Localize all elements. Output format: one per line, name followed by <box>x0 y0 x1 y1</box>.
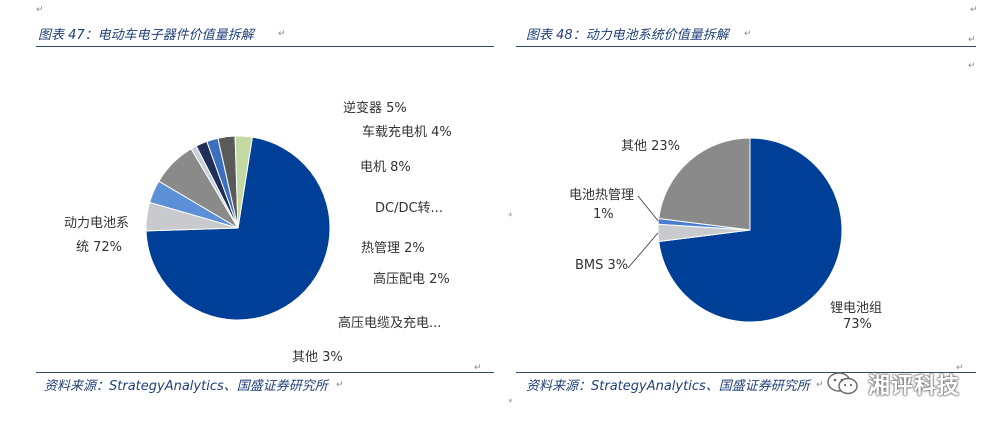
slice-label-inverter: 逆变器 5% <box>343 101 407 116</box>
paragraph-mark: ↵ <box>968 61 976 71</box>
pie-slice-3 <box>658 137 751 231</box>
leader-line-1 <box>627 232 659 269</box>
source-rule <box>516 372 976 373</box>
slice-label-lithium-pack-line1: 锂电池组 <box>830 301 883 316</box>
title-rule <box>36 46 494 47</box>
pie-chart-48 <box>627 137 843 323</box>
slice-label-battery-system-line1: 动力电池系 <box>64 216 130 231</box>
paragraph-mark: ↵ <box>336 380 344 390</box>
slice-label-thermal: 热管理 2% <box>361 241 425 256</box>
anchor-mark: ↵ <box>970 5 978 15</box>
chart-panel-right: 图表 48：动力电池系统价值量拆解 资料来源：StrategyAnalytics… <box>500 0 999 428</box>
slice-label-onboard-charger: 车载充电机 4% <box>362 125 452 140</box>
anchor-mark: ↵ <box>36 5 44 15</box>
figure-title: 图表 48：动力电池系统价值量拆解 <box>526 28 729 43</box>
paragraph-mark: ↵ <box>968 35 976 45</box>
paragraph-mark: ↵ <box>474 363 482 373</box>
slice-label-battery-thermal-line2: 1% <box>593 207 614 222</box>
figure-title: 图表 47：电动车电子器件价值量拆解 <box>38 28 254 43</box>
slice-label-motor: 电机 8% <box>360 160 411 175</box>
paragraph-mark: ↵ <box>278 29 286 39</box>
wechat-icon <box>827 372 858 395</box>
pie-slice-0 <box>145 136 331 321</box>
slice-label-battery-thermal-line1: 电池热管理 <box>569 188 635 203</box>
watermark-text: 湘评科技 <box>868 374 961 399</box>
source-rule <box>36 372 494 373</box>
pie-slice-8 <box>234 135 253 229</box>
chart-panel-left: 图表 47：电动车电子器件价值量拆解 资料来源：StrategyAnalytic… <box>36 5 513 405</box>
paragraph-mark: ↵ <box>816 380 824 390</box>
slice-label-hv-cable: 高压电缆及充电... <box>338 316 442 331</box>
slice-label-dcdc: DC/DC转... <box>375 201 443 216</box>
slice-label-lithium-pack-line2: 73% <box>843 317 872 332</box>
leader-line-2 <box>637 195 659 222</box>
anchor-mark: ⁎ <box>508 395 513 405</box>
slice-label-other: 其他 23% <box>621 139 681 154</box>
paragraph-mark: ↵ <box>956 363 964 373</box>
slice-label-hv-distribution: 高压配电 2% <box>373 272 450 287</box>
anchor-mark: ⁎ <box>508 209 513 219</box>
figure-source: 资料来源：StrategyAnalytics、国盛证券研究所 <box>44 379 328 394</box>
slice-label-battery-system-line2: 统 72% <box>76 240 123 255</box>
figure-source: 资料来源：StrategyAnalytics、国盛证券研究所 <box>526 379 810 394</box>
pie-chart-47 <box>145 135 331 321</box>
paragraph-mark: ↵ <box>744 29 752 39</box>
watermark: 湘评科技 <box>826 364 996 404</box>
slice-label-other: 其他 3% <box>292 350 343 365</box>
slice-label-bms: BMS 3% <box>575 258 629 273</box>
title-rule <box>516 46 976 47</box>
